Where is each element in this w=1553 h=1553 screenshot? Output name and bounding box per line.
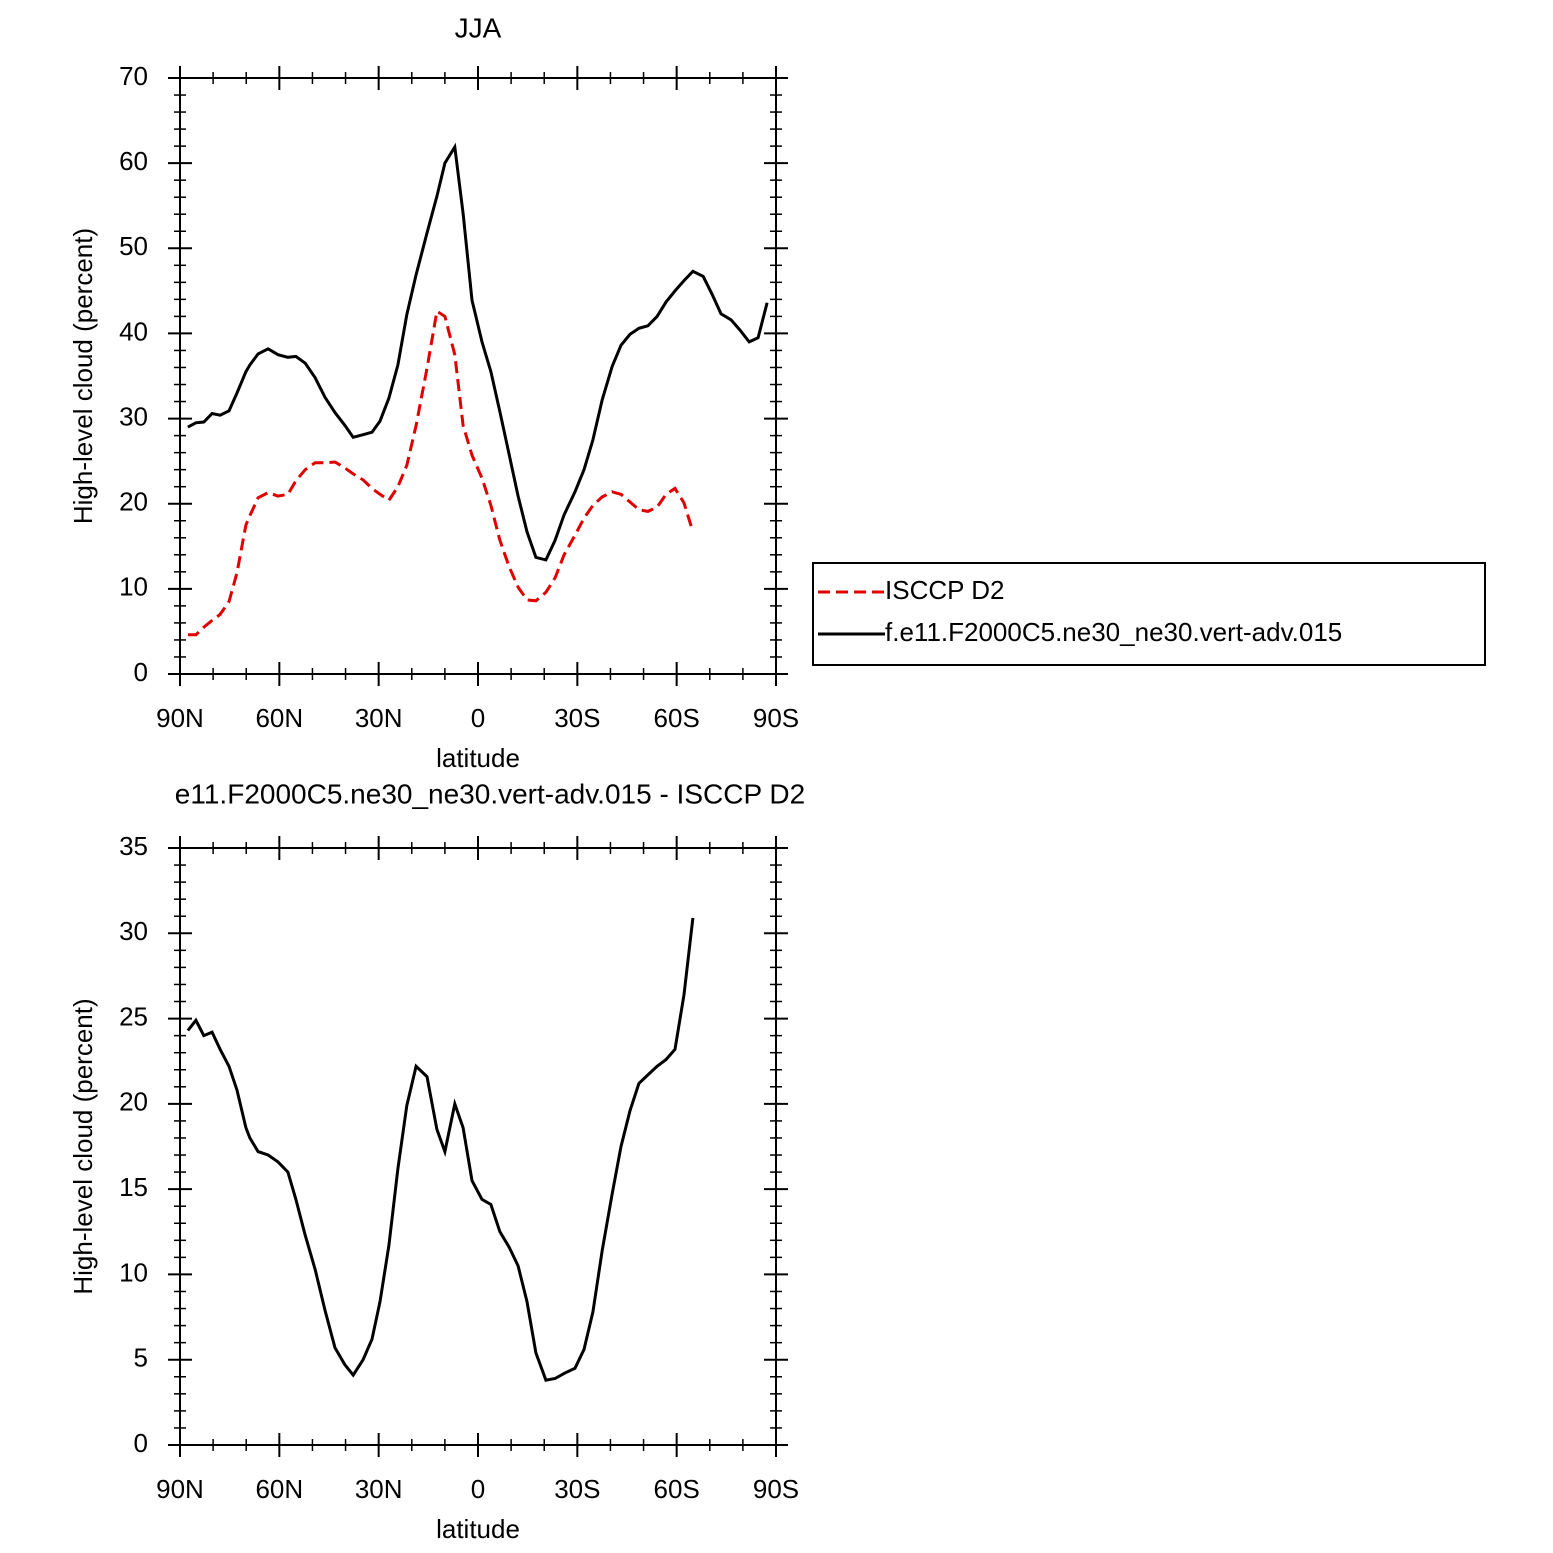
plot-frame [179,847,777,1446]
data-line [187,308,695,637]
x-tick-label: 30S [554,703,600,733]
y-tick-label: 20 [119,487,148,517]
y-tick-label: 0 [134,657,148,687]
y-axis-label: High-level cloud (percent) [68,998,98,1294]
x-tick-label: 30N [355,703,403,733]
y-tick-label: 60 [119,146,148,176]
y-tick-label: 10 [119,572,148,602]
x-tick-label: 30N [355,1474,403,1504]
y-tick-label: 30 [119,401,148,431]
x-tick-label: 90N [156,703,204,733]
x-axis-label: latitude [436,743,520,773]
y-tick-label: 70 [119,61,148,91]
data-line [187,142,769,562]
y-tick-label: 0 [134,1428,148,1458]
y-tick-label: 50 [119,231,148,261]
x-axis-label: latitude [436,1514,520,1544]
x-tick-label: 60N [255,703,303,733]
x-tick-label: 0 [471,1474,485,1504]
y-tick-label: 20 [119,1087,148,1117]
y-tick-label: 40 [119,316,148,346]
y-tick-label: 30 [119,916,148,946]
y-tick-label: 15 [119,1172,148,1202]
x-tick-label: 60S [654,1474,700,1504]
legend-box [812,562,1486,666]
x-tick-label: 30S [554,1474,600,1504]
legend-label: ISCCP D2 [885,575,1004,605]
data-line [186,917,695,1382]
y-tick-label: 35 [119,831,148,861]
y-tick-label: 5 [134,1343,148,1373]
chart-title: e11.F2000C5.ne30_ne30.vert-adv.015 - ISC… [175,778,805,809]
y-tick-label: 25 [119,1001,148,1031]
x-tick-label: 90S [753,703,799,733]
x-tick-label: 90S [753,1474,799,1504]
x-tick-label: 90N [156,1474,204,1504]
chart-title: JJA [455,12,502,43]
plot-frame [179,77,777,675]
x-tick-label: 60N [255,1474,303,1504]
y-tick-label: 10 [119,1257,148,1287]
x-tick-label: 60S [654,703,700,733]
x-tick-label: 0 [471,703,485,733]
legend-label: f.e11.F2000C5.ne30_ne30.vert-adv.015 [885,617,1342,647]
y-axis-label: High-level cloud (percent) [68,228,98,524]
